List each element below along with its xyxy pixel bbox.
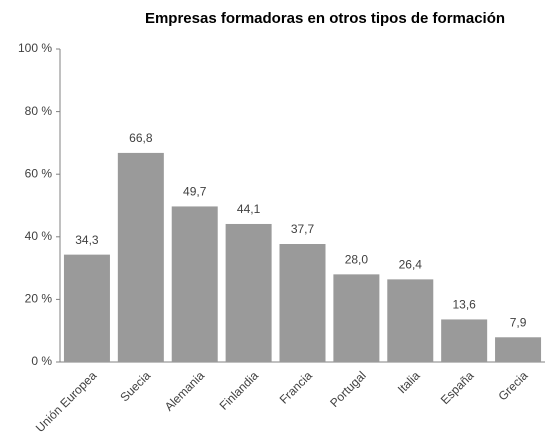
value-label: 37,7: [291, 222, 315, 236]
x-tick-label: Grecia: [496, 368, 531, 403]
value-label: 26,4: [399, 258, 423, 272]
y-tick-label: 80 %: [25, 104, 53, 118]
x-tick-label: Finlandia: [217, 368, 262, 413]
y-tick-label: 60 %: [25, 166, 53, 180]
x-tick-label: Alemania: [162, 368, 208, 414]
bar: [387, 279, 434, 362]
x-tick-label: Portugal: [327, 368, 369, 410]
bar: [225, 223, 272, 362]
value-label: 28,0: [345, 253, 369, 267]
value-label: 7,9: [510, 315, 527, 329]
y-tick-label: 40 %: [25, 229, 53, 243]
y-tick-label: 20 %: [25, 292, 53, 306]
bar: [63, 254, 110, 362]
x-tick-label: Francia: [277, 368, 315, 406]
x-tick-label: España: [438, 368, 477, 407]
bar: [171, 206, 218, 362]
bar: [117, 152, 164, 362]
value-label: 13,6: [452, 298, 476, 312]
y-tick-label: 0 %: [31, 354, 52, 368]
x-tick-label: Unión Europea: [33, 368, 100, 435]
value-label: 34,3: [75, 233, 99, 247]
bar: [441, 319, 488, 362]
bar: [333, 274, 380, 362]
chart-title: Empresas formadoras en otros tipos de fo…: [145, 10, 505, 27]
y-tick-label: 100 %: [18, 41, 52, 55]
value-label: 49,7: [183, 185, 207, 199]
x-tick-label: Italia: [395, 368, 423, 396]
value-label: 66,8: [129, 131, 153, 145]
x-tick-label: Suecia: [117, 368, 153, 404]
bar: [279, 243, 326, 362]
bar: [495, 337, 542, 362]
value-label: 44,1: [237, 202, 261, 216]
